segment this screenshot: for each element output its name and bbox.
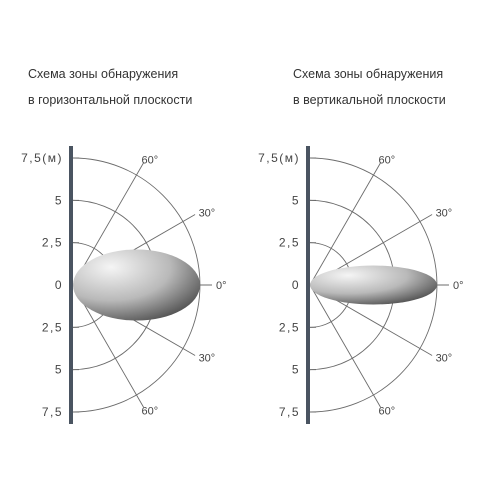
angle-label-up60: 60°	[142, 154, 159, 166]
panel-title-line1: Схема зоны обнаружения	[293, 67, 444, 81]
wall-axis	[69, 146, 73, 424]
y-label-top-min: 2,5	[279, 236, 300, 250]
y-label-zero: 0	[292, 278, 300, 292]
y-label-bot-mid: 5	[292, 363, 300, 377]
detection-zone-diagram: 7,5(м) 5 2,5 0 2,5 5 7,5 60° 30° 0° 30° …	[21, 146, 227, 424]
detection-zone-diagram: 7,5(м) 5 2,5 0 2,5 5 7,5 60° 30° 0° 30° …	[258, 146, 464, 424]
panel-title-line2: в горизонтальной плоскости	[28, 93, 193, 107]
y-label-bot-min: 2,5	[279, 320, 300, 334]
angle-label-up30: 30°	[199, 208, 216, 220]
angle-label-up30: 30°	[436, 208, 453, 220]
y-label-top-max: 7,5(м)	[258, 151, 300, 165]
angle-label-down30: 30°	[199, 353, 216, 365]
y-label-bot-max: 7,5	[279, 405, 300, 419]
y-label-bot-min: 2,5	[42, 320, 63, 334]
y-label-bot-max: 7,5	[42, 405, 63, 419]
y-label-bot-mid: 5	[55, 363, 63, 377]
angle-ray	[309, 284, 381, 408]
y-label-top-mid: 5	[292, 193, 300, 207]
panel-title-line2: в вертикальной плоскости	[293, 93, 446, 107]
y-label-top-mid: 5	[55, 193, 63, 207]
y-label-top-max: 7,5(м)	[21, 151, 63, 165]
axis-labels: 7,5(м) 5 2,5 0 2,5 5 7,5 60° 30° 0° 30° …	[258, 151, 463, 419]
detection-lobe	[73, 249, 200, 321]
angle-label-up60: 60°	[379, 154, 396, 166]
angle-ray	[309, 162, 381, 286]
angle-label-down60: 60°	[379, 406, 396, 418]
angle-label-down30: 30°	[436, 353, 453, 365]
y-label-zero: 0	[55, 278, 63, 292]
horizontal-plane-panel: Схема зоны обнаружения в горизонтальной …	[21, 67, 227, 424]
angle-label-zero: 0°	[216, 280, 227, 292]
y-label-top-min: 2,5	[42, 236, 63, 250]
wall-axis	[306, 146, 310, 424]
panel-title-line1: Схема зоны обнаружения	[28, 67, 179, 81]
angle-label-down60: 60°	[142, 406, 159, 418]
axis-labels: 7,5(м) 5 2,5 0 2,5 5 7,5 60° 30° 0° 30° …	[21, 151, 226, 419]
detection-lobe	[310, 265, 437, 305]
vertical-plane-panel: Схема зоны обнаружения в вертикальной пл…	[250, 0, 500, 500]
angle-label-zero: 0°	[453, 280, 464, 292]
